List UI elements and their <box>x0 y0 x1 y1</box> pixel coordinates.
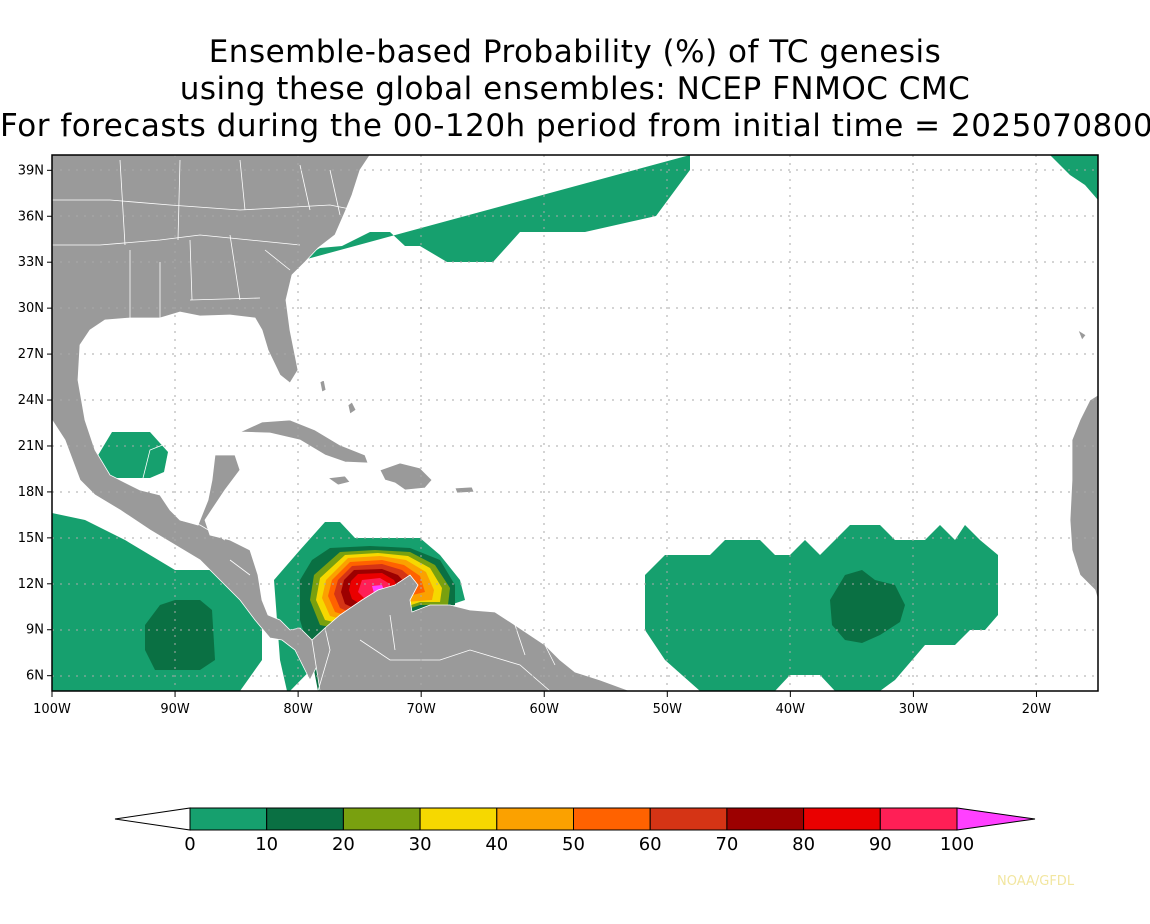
colorbar-swatch <box>879 807 958 831</box>
central-atlantic-20 <box>830 570 905 643</box>
cuba <box>239 419 369 464</box>
lat-tick-label: 9N <box>26 623 44 638</box>
lat-tick-label: 18N <box>18 485 44 500</box>
puerto-rico <box>454 486 475 494</box>
atlantic-10-region <box>296 155 690 262</box>
east-pacific-20 <box>145 600 215 670</box>
title-line-3: For forecasts during the 00-120h period … <box>0 108 1150 144</box>
south-america-landmass <box>311 574 631 691</box>
lon-tick-label: 50W <box>653 702 683 717</box>
lat-tick-label: 33N <box>18 255 44 270</box>
lon-tick-label: 80W <box>283 702 313 717</box>
map-frame <box>51 154 1099 692</box>
colorbar-right-arrow <box>956 807 1036 831</box>
lat-tick-label: 36N <box>18 209 44 224</box>
lat-tick-label: 6N <box>26 669 44 684</box>
colorbar-label: 50 <box>562 834 585 855</box>
colorbar: 0 10 20 30 40 50 60 70 80 90 100 <box>114 807 1036 855</box>
bahamas-1 <box>319 379 327 393</box>
colorbar-swatch <box>189 807 268 831</box>
hispaniola <box>379 462 433 491</box>
latitude-axis: 39N 36N 33N 30N 27N 24N 21N 18N 15N 12N 9N 6N <box>18 163 52 684</box>
political-borders <box>52 159 556 691</box>
colorbar-label: 30 <box>409 834 432 855</box>
lat-tick-label: 12N <box>18 577 44 592</box>
north-america-landmass <box>52 155 371 681</box>
probability-shading <box>52 155 1098 691</box>
colorbar-left-arrow <box>114 807 191 831</box>
colorbar-label: 20 <box>332 834 355 855</box>
colorbar-label: 10 <box>255 834 278 855</box>
jamaica <box>326 475 351 486</box>
lon-tick-label: 40W <box>776 702 806 717</box>
bahamas-2 <box>347 401 357 415</box>
title-line-1: Ensemble-based Probability (%) of TC gen… <box>208 34 942 70</box>
colorbar-swatch <box>266 807 344 831</box>
colorbar-label: 60 <box>639 834 662 855</box>
credit-label: NOAA/GFDL <box>997 874 1075 889</box>
lon-tick-label: 90W <box>160 702 190 717</box>
lat-tick-label: 15N <box>18 531 44 546</box>
colorbar-label: 90 <box>869 834 892 855</box>
gulf-of-mexico-10 <box>94 432 168 478</box>
caribbean-peak <box>372 585 384 593</box>
title-line-2: using these global ensembles: NCEP FNMOC… <box>179 71 971 107</box>
colorbar-swatch <box>649 807 728 831</box>
canary-islands <box>1077 329 1087 341</box>
northeast-atlantic-10 <box>1050 155 1098 200</box>
colorbar-label: 40 <box>485 834 508 855</box>
colorbar-swatch <box>496 807 574 831</box>
colorbar-swatch <box>342 807 421 831</box>
lon-tick-label: 20W <box>1022 702 1052 717</box>
lon-tick-label: 60W <box>530 702 560 717</box>
lon-tick-label: 30W <box>899 702 929 717</box>
colorbar-swatch <box>419 807 498 831</box>
longitude-axis: 100W 90W 80W 70W 60W 50W 40W 30W 20W <box>33 691 1051 717</box>
colorbar-swatch <box>803 807 881 831</box>
graticule <box>52 155 1098 691</box>
colorbar-label: 80 <box>792 834 815 855</box>
central-atlantic-10 <box>645 525 998 691</box>
colorbar-label: 100 <box>940 834 974 855</box>
lat-tick-label: 27N <box>18 347 44 362</box>
colorbar-label: 0 <box>184 834 195 855</box>
lat-tick-label: 21N <box>18 439 44 454</box>
lon-tick-label: 100W <box>33 702 71 717</box>
colorbar-label: 70 <box>715 834 738 855</box>
lat-tick-label: 24N <box>18 393 44 408</box>
colorbar-swatch <box>726 807 805 831</box>
colorbar-swatch <box>573 807 651 831</box>
land <box>52 155 1098 691</box>
lat-tick-label: 39N <box>18 163 44 178</box>
lon-tick-label: 70W <box>406 702 436 717</box>
lat-tick-label: 30N <box>18 301 44 316</box>
